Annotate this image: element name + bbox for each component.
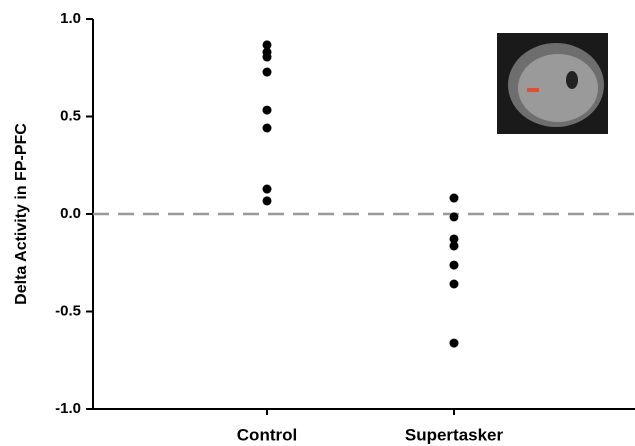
y-tick-label: -1.0	[55, 400, 81, 417]
dot	[450, 212, 459, 221]
dot	[263, 68, 272, 77]
inset-activation	[527, 88, 539, 92]
dot	[263, 53, 272, 62]
dot	[450, 194, 459, 203]
dot	[263, 106, 272, 115]
dot	[450, 261, 459, 270]
y-axis-label: Delta Activity in FP-PFC	[13, 123, 30, 305]
x-tick-label: Control	[237, 425, 297, 444]
dot	[263, 124, 272, 133]
chart: Delta Activity in FP-PFC -1.0 -0.5 0.0 0.5 1…	[0, 0, 635, 446]
y-tick-label: -0.5	[55, 302, 81, 319]
dot	[263, 196, 272, 205]
inset-ventricle	[566, 71, 578, 89]
y-tick-label: 0.0	[60, 205, 81, 222]
dot	[450, 241, 459, 250]
y-tick-label: 1.0	[60, 10, 81, 27]
dot	[450, 339, 459, 348]
y-tick-label: 0.5	[60, 107, 81, 124]
x-tick-label: Supertasker	[405, 425, 504, 444]
dot	[450, 280, 459, 289]
dot	[263, 185, 272, 194]
brain-inset	[497, 33, 608, 134]
